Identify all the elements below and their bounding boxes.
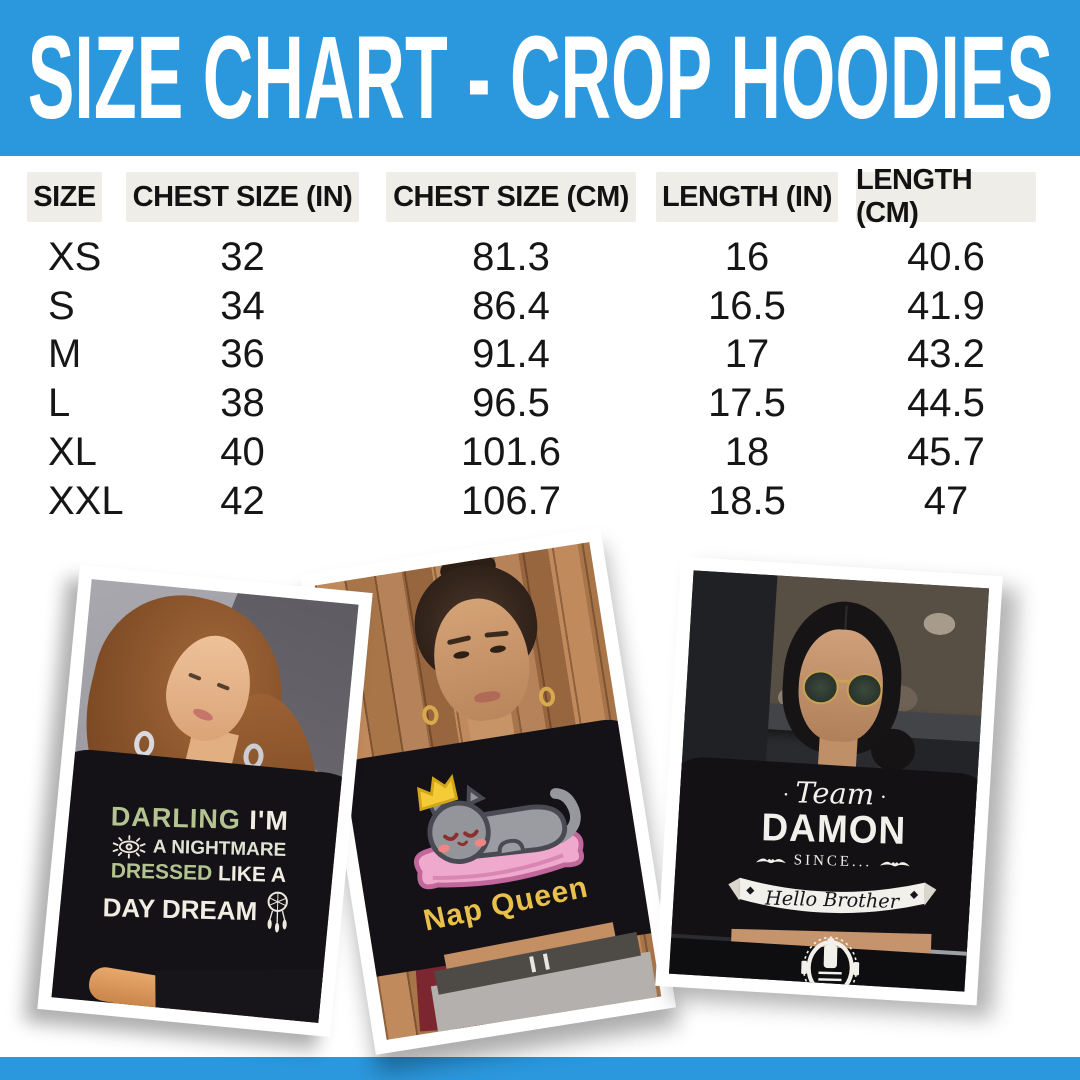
column-header-chest-cm: CHEST SIZE (CM): [386, 172, 636, 222]
hoop-earring: [420, 703, 440, 727]
cell-chest-cm: 86.4: [472, 283, 550, 328]
cell-size: XXL: [48, 478, 124, 523]
print-word: I'M: [248, 805, 290, 837]
cell-length-in: 17: [724, 331, 770, 376]
cell-size: S: [48, 283, 75, 328]
crow-icon: [755, 858, 786, 864]
photo-team-damon-scene: · Team · DAMON SINCE...: [668, 570, 990, 992]
hoodie-print-daydream: DARLING I'M A NIGHTMARE DRESSE: [73, 799, 324, 935]
cell-chest-in: 42: [220, 478, 265, 523]
cell-size: XL: [48, 429, 97, 474]
crow-icon: [880, 861, 911, 867]
print-word: DARLING: [110, 801, 242, 835]
print-word: A NIGHTMARE: [152, 836, 287, 861]
table-row: XS 32 81.3 16 40.6: [0, 233, 1080, 281]
photo-card-team-damon: · Team · DAMON SINCE...: [655, 556, 1003, 1006]
table-row: XXL 42 106.7 18.5 47: [0, 477, 1080, 525]
nap-queen-cat-graphic: [413, 773, 584, 890]
cell-length-cm: 44.5: [907, 380, 985, 425]
drawstring: [542, 953, 550, 970]
print-word: LIKE A: [217, 861, 287, 887]
daylight-ring-crest-icon: [801, 936, 860, 992]
dreamcatcher-icon: [267, 891, 288, 933]
cell-length-in: 16.5: [708, 283, 786, 328]
table-row: M 36 91.4 17 43.2: [0, 330, 1080, 378]
cell-length-cm: 47: [923, 478, 969, 523]
column-header-chest-in: CHEST SIZE (IN): [126, 172, 359, 222]
drawstring: [529, 956, 537, 973]
cell-length-cm: 40.6: [907, 234, 985, 279]
hoop-earring: [537, 685, 557, 708]
cell-chest-in: 34: [220, 283, 265, 328]
page-title: SIZE CHART - CROP HOODIES: [27, 11, 1053, 144]
hoodie-print-team-damon: · Team · DAMON SINCE...: [699, 775, 965, 992]
crown-icon: [417, 773, 459, 812]
cell-chest-cm: 96.5: [472, 380, 550, 425]
sunglasses-bridge: [837, 679, 850, 684]
footer-bar: [0, 1057, 1080, 1080]
print-word: DAY DREAM: [102, 891, 258, 926]
table-row: L 38 96.5 17.5 44.5: [0, 379, 1080, 427]
cell-chest-in: 32: [220, 234, 265, 279]
ribbon-banner: Hello Brother: [728, 877, 937, 913]
column-header-length-in: LENGTH (IN): [656, 172, 838, 222]
header-banner: SIZE CHART - CROP HOODIES: [0, 0, 1080, 156]
cat-tail: [550, 788, 581, 844]
table-row: S 34 86.4 16.5 41.9: [0, 282, 1080, 330]
cell-length-cm: 41.9: [907, 283, 985, 328]
photo-card-daydream: DARLING I'M A NIGHTMARE DRESSE: [37, 564, 373, 1038]
decorative-dot: ·: [782, 782, 790, 807]
print-big-word: DAMON: [760, 805, 907, 853]
photo-nap-queen-scene: Nap Queen: [314, 542, 662, 1040]
cell-chest-cm: 106.7: [460, 478, 562, 523]
cell-chest-in: 38: [220, 380, 265, 425]
cell-chest-cm: 101.6: [460, 429, 562, 474]
cell-size: M: [48, 331, 82, 376]
cell-length-in: 16: [724, 234, 770, 279]
cell-chest-in: 40: [220, 429, 265, 474]
photo-daydream-scene: DARLING I'M A NIGHTMARE DRESSE: [51, 579, 359, 1023]
banner-text: Hello Brother: [764, 886, 901, 913]
cell-length-cm: 45.7: [907, 429, 985, 474]
cell-chest-in: 36: [220, 331, 265, 376]
print-word: SINCE...: [793, 851, 873, 870]
table-row: XL 40 101.6 18 45.7: [0, 428, 1080, 476]
column-header-size: SIZE: [27, 172, 102, 222]
cell-size: L: [48, 380, 71, 425]
cat-paw: [497, 838, 525, 854]
decorative-dot: ·: [879, 784, 887, 809]
cell-chest-cm: 91.4: [472, 331, 550, 376]
model-pants: [155, 969, 336, 1023]
cell-length-in: 17.5: [708, 380, 786, 425]
cell-chest-cm: 81.3: [472, 234, 550, 279]
photo-card-nap-queen: Nap Queen: [299, 527, 677, 1055]
cell-length-in: 18.5: [708, 478, 786, 523]
column-header-length-cm: LENGTH (CM): [856, 164, 1036, 229]
eye-icon: [112, 834, 146, 859]
print-word: DRESSED: [110, 859, 213, 885]
cell-length-cm: 43.2: [907, 331, 985, 376]
cell-length-in: 18: [724, 429, 770, 474]
cell-size: XS: [48, 234, 102, 279]
